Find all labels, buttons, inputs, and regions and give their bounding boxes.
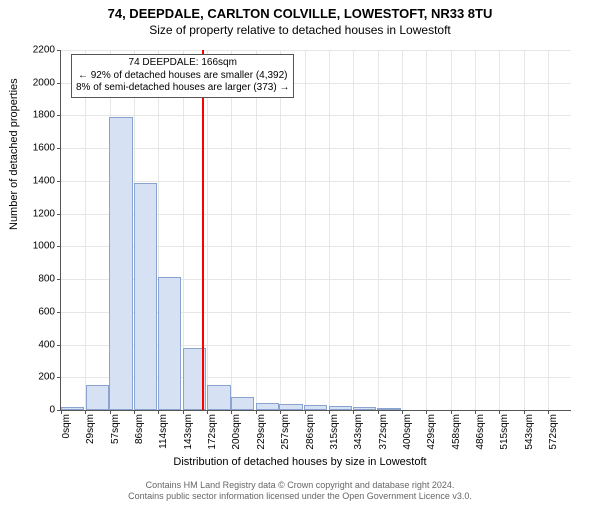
x-tick-label: 572sqm <box>548 414 559 450</box>
gridline-v <box>378 50 379 410</box>
x-tick-label: 114sqm <box>158 414 169 449</box>
histogram-bar <box>329 406 352 410</box>
y-tick-mark <box>57 312 61 313</box>
y-tick-label: 2000 <box>33 77 55 88</box>
y-tick-label: 1000 <box>33 241 55 252</box>
x-tick-label: 29sqm <box>85 414 96 444</box>
x-tick-label: 86sqm <box>134 414 145 444</box>
x-tick-label: 372sqm <box>378 414 389 450</box>
gridline-v <box>524 50 525 410</box>
histogram-bar <box>134 183 157 410</box>
y-tick-label: 0 <box>49 405 55 416</box>
histogram-bar <box>86 385 109 410</box>
histogram-bar <box>279 404 302 410</box>
y-tick-mark <box>57 214 61 215</box>
y-tick-label: 1200 <box>33 208 55 219</box>
y-tick-label: 600 <box>38 306 55 317</box>
x-tick-label: 0sqm <box>61 414 72 438</box>
y-tick-label: 1600 <box>33 143 55 154</box>
gridline-h <box>61 50 571 51</box>
gridline-v <box>475 50 476 410</box>
annotation-box: 74 DEEPDALE: 166sqm ← 92% of detached ho… <box>71 54 294 98</box>
x-tick-label: 229sqm <box>256 414 267 450</box>
gridline-v <box>280 50 281 410</box>
annotation-line1: 74 DEEPDALE: 166sqm <box>76 57 289 70</box>
chart-title-address: 74, DEEPDALE, CARLTON COLVILLE, LOWESTOF… <box>0 6 600 21</box>
x-tick-label: 57sqm <box>110 414 121 444</box>
footer-line2: Contains public sector information licen… <box>0 491 600 502</box>
gridline-v <box>426 50 427 410</box>
y-tick-label: 800 <box>38 274 55 285</box>
gridline-v <box>353 50 354 410</box>
x-tick-label: 543sqm <box>524 414 535 450</box>
x-tick-label: 172sqm <box>207 414 218 450</box>
x-tick-label: 257sqm <box>280 414 291 450</box>
histogram-bar <box>231 397 254 410</box>
y-tick-label: 2200 <box>33 45 55 56</box>
gridline-v <box>305 50 306 410</box>
histogram-bar <box>353 407 376 410</box>
histogram-bar <box>61 407 84 410</box>
gridline-h <box>61 115 571 116</box>
y-tick-mark <box>57 246 61 247</box>
y-tick-label: 1400 <box>33 175 55 186</box>
histogram-bar <box>304 405 327 410</box>
chart-subtitle: Size of property relative to detached ho… <box>0 23 600 37</box>
histogram-bar <box>377 408 400 410</box>
gridline-v <box>207 50 208 410</box>
gridline-v <box>329 50 330 410</box>
y-tick-mark <box>57 279 61 280</box>
x-tick-label: 200sqm <box>231 414 242 450</box>
histogram-bar <box>158 277 181 410</box>
x-tick-label: 515sqm <box>499 414 510 450</box>
x-tick-label: 315sqm <box>329 414 340 450</box>
plot-area: 0200400600800100012001400160018002000220… <box>60 50 571 411</box>
y-tick-label: 400 <box>38 339 55 350</box>
x-axis-label: Distribution of detached houses by size … <box>0 456 600 468</box>
y-tick-mark <box>57 115 61 116</box>
gridline-v <box>85 50 86 410</box>
x-tick-label: 458sqm <box>451 414 462 450</box>
y-tick-mark <box>57 83 61 84</box>
x-tick-label: 286sqm <box>305 414 316 450</box>
x-tick-label: 486sqm <box>475 414 486 450</box>
histogram-bar <box>109 117 132 410</box>
y-tick-mark <box>57 148 61 149</box>
x-tick-label: 343sqm <box>353 414 364 450</box>
gridline-v <box>402 50 403 410</box>
x-tick-label: 400sqm <box>402 414 413 450</box>
y-tick-mark <box>57 50 61 51</box>
chart-container: { "chart": { "type": "histogram", "title… <box>0 6 600 506</box>
y-tick-label: 1800 <box>33 110 55 121</box>
gridline-h <box>61 148 571 149</box>
histogram-bar <box>256 403 279 410</box>
y-tick-mark <box>57 181 61 182</box>
footer-line1: Contains HM Land Registry data © Crown c… <box>0 480 600 491</box>
y-tick-label: 200 <box>38 372 55 383</box>
footer-attribution: Contains HM Land Registry data © Crown c… <box>0 480 600 502</box>
gridline-v <box>231 50 232 410</box>
gridline-v <box>548 50 549 410</box>
annotation-line2: ← 92% of detached houses are smaller (4,… <box>76 70 289 83</box>
x-tick-label: 429sqm <box>426 414 437 450</box>
y-tick-mark <box>57 377 61 378</box>
gridline-v <box>499 50 500 410</box>
gridline-v <box>256 50 257 410</box>
x-tick-label: 143sqm <box>183 414 194 450</box>
y-tick-mark <box>57 345 61 346</box>
histogram-bar <box>207 385 230 410</box>
y-axis-label: Number of detached properties <box>8 78 20 230</box>
annotation-line3: 8% of semi-detached houses are larger (3… <box>76 82 289 95</box>
gridline-v <box>451 50 452 410</box>
reference-line <box>202 50 204 410</box>
